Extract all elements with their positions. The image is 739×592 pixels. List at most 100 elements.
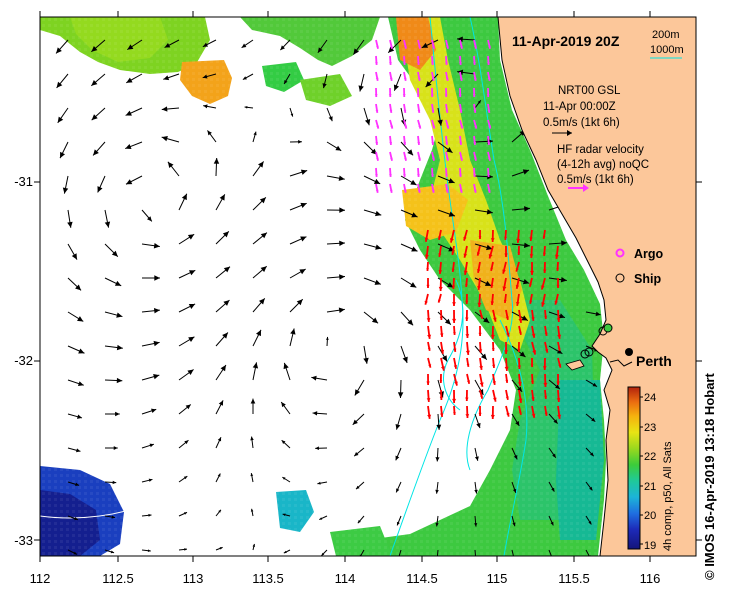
vector-head xyxy=(493,397,497,402)
vector-head xyxy=(113,446,118,450)
vector-head xyxy=(542,252,546,256)
x-tick-label: 116 xyxy=(640,571,661,586)
vector-head xyxy=(445,141,449,145)
vector-head xyxy=(111,250,118,257)
vector-head xyxy=(558,364,562,368)
vector-head xyxy=(476,422,481,429)
hf-radar-vectors xyxy=(424,229,562,420)
vector-head xyxy=(440,333,444,337)
vector-head xyxy=(592,382,598,387)
vector-head xyxy=(183,476,188,480)
vector-head xyxy=(463,236,467,241)
vector-head xyxy=(250,508,254,512)
vector-head xyxy=(217,473,221,477)
vector-head xyxy=(459,174,462,177)
vector-head xyxy=(319,517,323,520)
vector-head xyxy=(403,189,407,193)
vector-head xyxy=(75,482,80,486)
vector-head xyxy=(403,174,406,177)
vector-head xyxy=(188,303,196,309)
vector-head xyxy=(557,349,563,354)
hf-legend-line1: HF radar velocity xyxy=(557,144,644,156)
vector-head xyxy=(213,158,220,164)
vector-head xyxy=(440,349,445,354)
vector-head xyxy=(543,269,547,273)
colorbar-gradient xyxy=(627,386,641,550)
vector-head xyxy=(444,318,451,325)
vector-head xyxy=(388,46,395,53)
vector-head xyxy=(479,382,484,387)
vector-head xyxy=(161,136,168,142)
vector-head xyxy=(258,161,264,168)
gsl-legend-line1: NRT00 GSL xyxy=(558,85,621,97)
vector-head xyxy=(543,366,547,370)
vector-head xyxy=(57,116,64,123)
vector-head xyxy=(71,253,77,260)
gsl-scale-arrow xyxy=(552,130,572,136)
vector-head xyxy=(452,302,456,306)
vector-head xyxy=(388,94,392,97)
vector-head xyxy=(184,440,189,445)
vector-head xyxy=(253,131,257,136)
vector-head xyxy=(223,300,230,306)
vector-head xyxy=(474,489,478,494)
vector-head xyxy=(396,488,400,493)
vector-head xyxy=(418,45,421,49)
colorbar-tick-label: 22 xyxy=(644,451,656,463)
vector-head xyxy=(492,364,496,368)
vector-head xyxy=(465,317,469,321)
vector-head xyxy=(376,45,379,49)
vector-head xyxy=(460,157,463,161)
vector-head xyxy=(432,157,435,161)
vector-head xyxy=(515,285,520,289)
vector-shaft xyxy=(398,549,402,556)
vector-head xyxy=(110,550,115,554)
vector-head xyxy=(290,113,294,117)
vector-head xyxy=(77,316,84,322)
gsl-legend-line2: 11-Apr 00:00Z xyxy=(543,101,616,113)
vector-head xyxy=(556,284,560,288)
vector-head xyxy=(431,109,435,113)
y-axis-labels: -31 -32 -33 xyxy=(14,174,33,548)
vector-head xyxy=(258,298,265,305)
vector-head xyxy=(446,45,449,49)
vector-head xyxy=(491,348,495,351)
vector-head xyxy=(393,84,400,91)
vector-head xyxy=(417,62,420,65)
vector-head xyxy=(436,424,442,430)
vector-head xyxy=(588,521,592,525)
vector-head xyxy=(187,234,195,240)
vector-head xyxy=(244,106,248,109)
perth-label: Perth xyxy=(636,353,672,369)
vector-head xyxy=(515,301,520,306)
vector-head xyxy=(524,206,530,212)
vector-head xyxy=(439,380,443,383)
perth-marker xyxy=(625,348,633,356)
vector-head xyxy=(300,236,307,242)
vector-head xyxy=(531,317,535,321)
vector-head xyxy=(147,216,152,222)
vector-head xyxy=(529,300,533,304)
vector-head xyxy=(389,174,392,177)
vector-head xyxy=(280,45,285,51)
vector-head xyxy=(554,254,559,259)
vector-head xyxy=(529,254,534,258)
vector-head xyxy=(260,232,267,239)
vector-head xyxy=(438,253,442,257)
vector-head xyxy=(222,231,229,238)
vector-head xyxy=(460,125,463,129)
y-tick-label: -31 xyxy=(14,174,33,189)
vector-head xyxy=(219,547,223,550)
vector-head xyxy=(550,521,554,526)
vector-head xyxy=(126,77,133,83)
vector-head xyxy=(322,83,327,89)
vector-head xyxy=(519,331,522,335)
vector-head xyxy=(164,42,171,48)
vector-head xyxy=(184,548,188,551)
vector-head xyxy=(431,62,434,65)
y-tick-label: -32 xyxy=(14,353,33,368)
vector-head xyxy=(473,189,477,193)
vector-head xyxy=(490,238,495,242)
vector-head xyxy=(505,379,509,383)
